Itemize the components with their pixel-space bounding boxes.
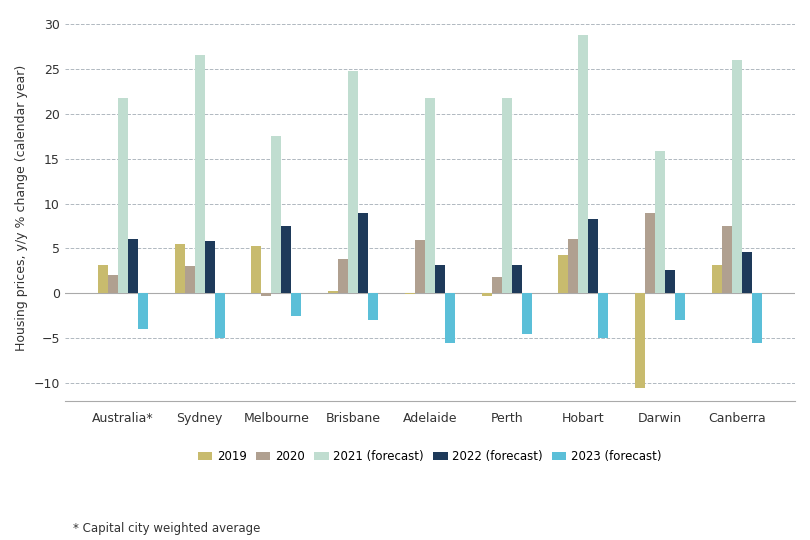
Bar	[522, 293, 531, 334]
Bar	[368, 293, 378, 320]
Text: * Capital city weighted average: * Capital city weighted average	[73, 522, 260, 535]
Bar	[251, 246, 262, 293]
Bar	[348, 71, 358, 293]
Bar	[599, 293, 608, 338]
Bar	[512, 265, 522, 293]
Bar	[292, 293, 301, 316]
Bar	[405, 293, 415, 294]
Bar	[635, 293, 645, 388]
Bar	[118, 98, 128, 293]
Bar	[194, 56, 205, 293]
Bar	[742, 252, 752, 293]
Bar	[578, 35, 588, 293]
Bar	[108, 275, 118, 293]
Bar	[445, 293, 455, 343]
Bar	[435, 265, 445, 293]
Bar	[339, 259, 348, 293]
Bar	[665, 270, 675, 293]
Bar	[271, 136, 281, 293]
Bar	[482, 293, 492, 296]
Bar	[722, 226, 732, 293]
Bar	[215, 293, 224, 338]
Bar	[328, 291, 339, 293]
Bar	[262, 293, 271, 296]
Bar	[175, 244, 185, 293]
Bar	[569, 239, 578, 293]
Bar	[358, 213, 368, 293]
Y-axis label: Housing prices, y/y % change (calendar year): Housing prices, y/y % change (calendar y…	[15, 65, 28, 351]
Bar	[558, 255, 569, 293]
Bar	[492, 277, 501, 293]
Bar	[732, 60, 742, 293]
Bar	[588, 219, 599, 293]
Bar	[501, 98, 512, 293]
Legend: 2019, 2020, 2021 (forecast), 2022 (forecast), 2023 (forecast): 2019, 2020, 2021 (forecast), 2022 (forec…	[194, 446, 667, 468]
Bar	[138, 293, 148, 329]
Bar	[712, 265, 722, 293]
Bar	[675, 293, 685, 320]
Bar	[752, 293, 762, 343]
Bar	[645, 213, 655, 293]
Bar	[281, 226, 292, 293]
Bar	[425, 98, 435, 293]
Bar	[185, 266, 194, 293]
Bar	[415, 240, 425, 293]
Bar	[128, 239, 138, 293]
Bar	[98, 265, 108, 293]
Bar	[205, 241, 215, 293]
Bar	[655, 152, 665, 293]
